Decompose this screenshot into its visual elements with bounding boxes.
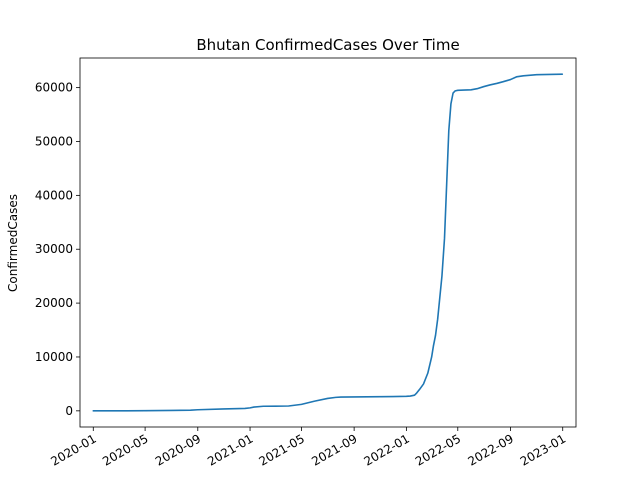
x-tick-label: 2020-05	[100, 431, 150, 468]
y-axis-ticks: 0 10000 20000 30000 40000 50000 60000	[35, 81, 80, 418]
x-tick-label: 2021-01	[205, 431, 255, 468]
x-tick-label: 2022-09	[466, 431, 516, 468]
y-tick-label: 20000	[35, 296, 73, 310]
x-tick-label: 2020-01	[48, 431, 98, 468]
x-tick-label: 2022-01	[361, 431, 411, 468]
chart-title: Bhutan ConfirmedCases Over Time	[196, 36, 459, 54]
y-tick-label: 60000	[35, 81, 73, 95]
x-tick-label: 2021-05	[257, 431, 307, 468]
x-axis-ticks: 2020-01 2020-05 2020-09 2021-01 2021-05 2021-…	[48, 427, 568, 469]
x-tick-label: 2022-05	[413, 431, 463, 468]
x-tick-label: 2021-09	[309, 431, 359, 468]
y-tick-label: 0	[65, 404, 73, 418]
y-tick-label: 40000	[35, 188, 73, 202]
series-layer	[92, 73, 564, 412]
series-line	[92, 73, 564, 412]
y-tick-label: 50000	[35, 134, 73, 148]
x-tick-label: 2023-01	[518, 431, 568, 468]
x-tick-label: 2020-09	[153, 431, 203, 468]
plot-frame	[79, 57, 577, 428]
y-tick-label: 10000	[35, 350, 73, 364]
y-tick-label: 30000	[35, 242, 73, 256]
y-axis-label: ConfirmedCases	[6, 194, 20, 292]
